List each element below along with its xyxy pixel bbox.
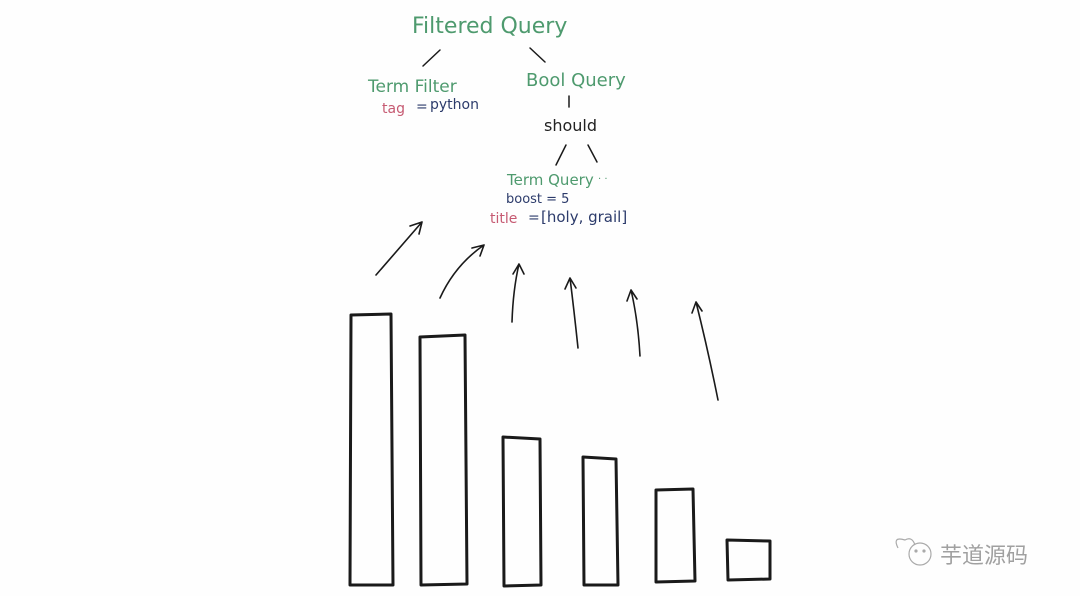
term-filter-label: Term Filter [367,77,457,97]
bar-3 [501,435,543,588]
edge-root-termfilter [422,49,441,67]
bar-1 [348,312,395,587]
bar-4 [581,455,620,587]
arrows [375,221,719,401]
term-query-field: title [490,211,517,227]
arrow-3 [511,263,525,323]
term-query-eq: = [528,210,540,226]
term-query-ellipsis: · · [598,174,608,185]
arrow-2 [439,244,485,299]
edge-root-boolquery [529,47,546,63]
watermark-text: 芋道源码 [940,544,1028,569]
root-node-label: Filtered Query [412,14,567,39]
term-filter-value: python [430,97,479,113]
arrow-4 [564,277,579,349]
bar-6 [725,538,772,582]
term-query-value: [holy, grail] [541,208,627,226]
arrow-5 [626,289,641,357]
term-filter-field: tag [382,101,405,117]
watermark: 芋道源码 [895,538,1028,569]
edge-should-termquery [555,144,567,166]
term-filter-eq: = [416,99,428,115]
term-query-boost: boost = 5 [506,192,569,207]
arrow-6 [691,301,719,401]
score-bars [348,312,772,588]
wechat-icon [895,538,932,566]
edge-should-more [587,144,598,163]
bool-query-label: Bool Query [526,70,626,91]
arrow-1 [375,221,423,276]
bar-2 [418,333,469,587]
should-clause-label: should [544,116,597,135]
term-query-label: Term Query [506,171,594,189]
bar-5 [654,487,697,584]
